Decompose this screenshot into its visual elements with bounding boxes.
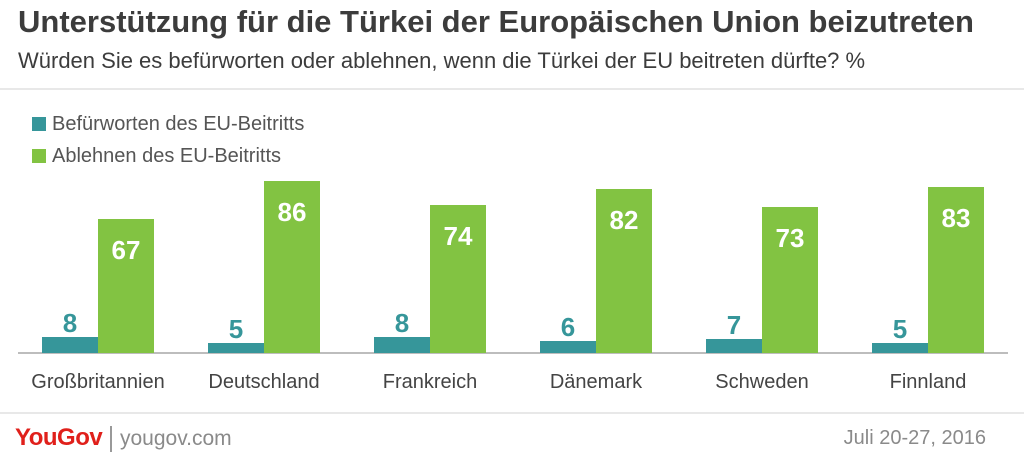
- legend-item-oppose: Ablehnen des EU-Beitritts: [32, 140, 304, 172]
- bar-support: [374, 337, 430, 353]
- bar-oppose: [430, 205, 486, 353]
- bar-oppose: [928, 187, 984, 353]
- value-label-oppose: 73: [776, 223, 805, 253]
- website-link[interactable]: yougov.com: [120, 427, 232, 450]
- bar-support: [208, 343, 264, 353]
- category-label: Dänemark: [550, 371, 643, 393]
- legend-label-oppose: Ablehnen des EU-Beitritts: [52, 144, 282, 167]
- value-label-support: 5: [893, 314, 907, 344]
- header-divider: [0, 88, 1024, 90]
- category-label: Schweden: [715, 371, 808, 393]
- value-label-oppose: 74: [444, 221, 473, 251]
- legend-swatch-oppose: [32, 149, 46, 163]
- value-label-oppose: 82: [610, 205, 639, 235]
- chart-subtitle: Würden Sie es befürworten oder ablehnen,…: [18, 48, 866, 73]
- category-label: Finnland: [890, 371, 967, 393]
- footer-divider: [0, 412, 1024, 414]
- bar-support: [706, 339, 762, 353]
- bar-oppose: [264, 181, 320, 353]
- category-label: Deutschland: [208, 371, 319, 393]
- value-label-oppose: 86: [278, 197, 307, 227]
- bar-support: [42, 337, 98, 353]
- category-label: Großbritannien: [31, 371, 164, 393]
- value-label-support: 5: [229, 314, 243, 344]
- bar-support: [872, 343, 928, 353]
- bar-oppose: [762, 207, 818, 353]
- yougov-logo: YouGov: [15, 424, 103, 451]
- legend: Befürworten des EU-Beitritts Ablehnen de…: [32, 108, 304, 172]
- value-label-support: 8: [63, 308, 77, 338]
- bar-oppose: [596, 189, 652, 353]
- survey-date: Juli 20-27, 2016: [843, 427, 986, 449]
- category-label: Frankreich: [383, 371, 477, 393]
- value-label-support: 6: [561, 312, 575, 342]
- bar-oppose: [98, 219, 154, 353]
- value-label-oppose: 83: [942, 203, 971, 233]
- value-label-support: 8: [395, 308, 409, 338]
- bar-support: [540, 341, 596, 353]
- value-label-oppose: 67: [112, 235, 141, 265]
- legend-label-support: Befürworten des EU-Beitritts: [52, 112, 305, 135]
- value-label-support: 7: [727, 310, 741, 340]
- legend-swatch-support: [32, 117, 46, 131]
- chart-title: Unterstützung für die Türkei der Europäi…: [18, 4, 974, 39]
- footer-separator: [110, 426, 112, 452]
- legend-item-support: Befürworten des EU-Beitritts: [32, 108, 304, 140]
